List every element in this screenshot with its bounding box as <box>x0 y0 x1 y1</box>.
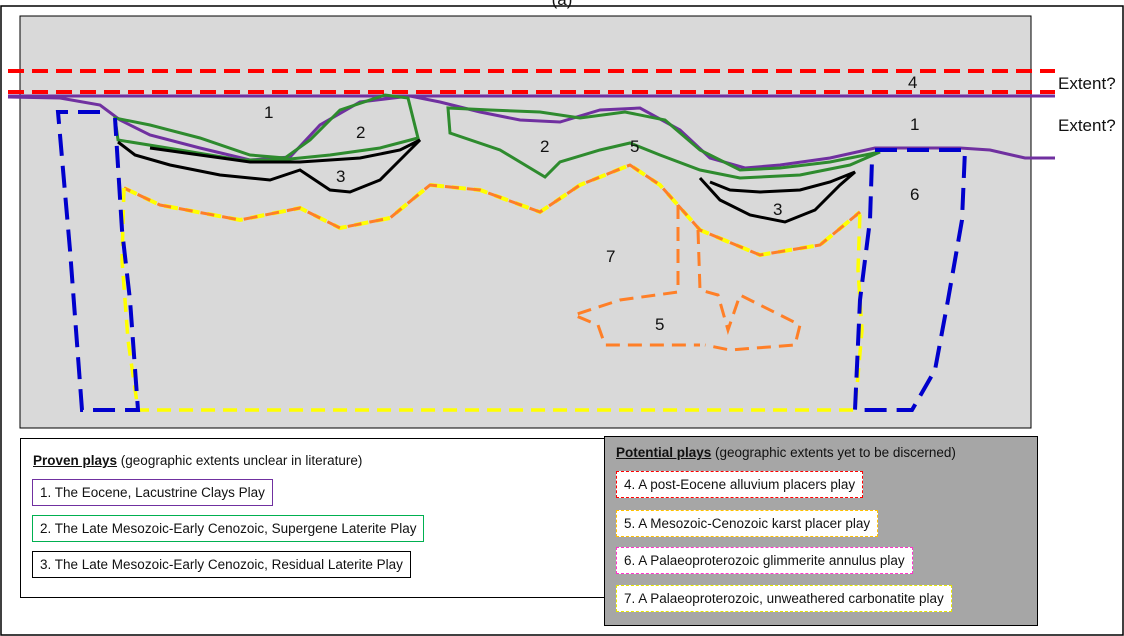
legend-item-carbonatite: 7. A Palaeoproterozoic, unweathered carb… <box>616 585 952 612</box>
figure-label: (a) <box>552 0 573 9</box>
legend-item-residual-laterite: 3. The Late Mesozoic-Early Cenozoic, Res… <box>32 551 411 578</box>
zone-label-3-left: 3 <box>336 167 345 186</box>
zone-label-2-left: 2 <box>356 123 365 142</box>
section-panel <box>19 15 1032 429</box>
legend-item-glimmerite-annulus: 6. A Palaeoproterozoic glimmerite annulu… <box>616 547 913 574</box>
zone-label-5-upper: 5 <box>630 137 639 156</box>
proven-legend: Proven plays (geographic extents unclear… <box>20 438 605 598</box>
extent-label-upper: Extent? <box>1058 74 1116 93</box>
extent-label-lower: Extent? <box>1058 116 1116 135</box>
legend-item-karst-placer: 5. A Mesozoic-Cenozoic karst placer play <box>616 510 879 537</box>
potential-legend-title: Potential plays (geographic extents yet … <box>616 445 956 460</box>
zone-label-3-right: 3 <box>773 200 782 219</box>
zone-label-1-left: 1 <box>264 103 273 122</box>
eocene-surface-line <box>7 94 1055 170</box>
karst-conduit-right <box>696 229 802 352</box>
carbonatite-boundary <box>120 187 864 412</box>
supergene-laterite-right <box>446 106 881 180</box>
zone-label-5-lower: 5 <box>655 315 664 334</box>
zone-label-7: 7 <box>606 247 615 266</box>
residual-laterite-right <box>698 170 856 224</box>
glimmerite-right <box>852 148 968 412</box>
zone-label-2-right: 2 <box>540 137 549 156</box>
zone-label-6: 6 <box>910 185 919 204</box>
legend-item-supergene-laterite: 2. The Late Mesozoic-Early Cenozoic, Sup… <box>32 515 425 542</box>
zone-label-4: 4 <box>908 73 917 92</box>
legend-item-eocene-clays: 1. The Eocene, Lacustrine Clays Play <box>32 479 273 506</box>
zone-label-1-right: 1 <box>910 115 919 134</box>
karst-upper-orange <box>123 163 861 257</box>
potential-legend: Potential plays (geographic extents yet … <box>604 436 1038 626</box>
proven-legend-title: Proven plays (geographic extents unclear… <box>33 453 363 468</box>
glimmerite-left <box>55 110 141 412</box>
residual-laterite-left <box>117 138 422 194</box>
legend-item-alluvium-placers: 4. A post-Eocene alluvium placers play <box>616 471 864 498</box>
